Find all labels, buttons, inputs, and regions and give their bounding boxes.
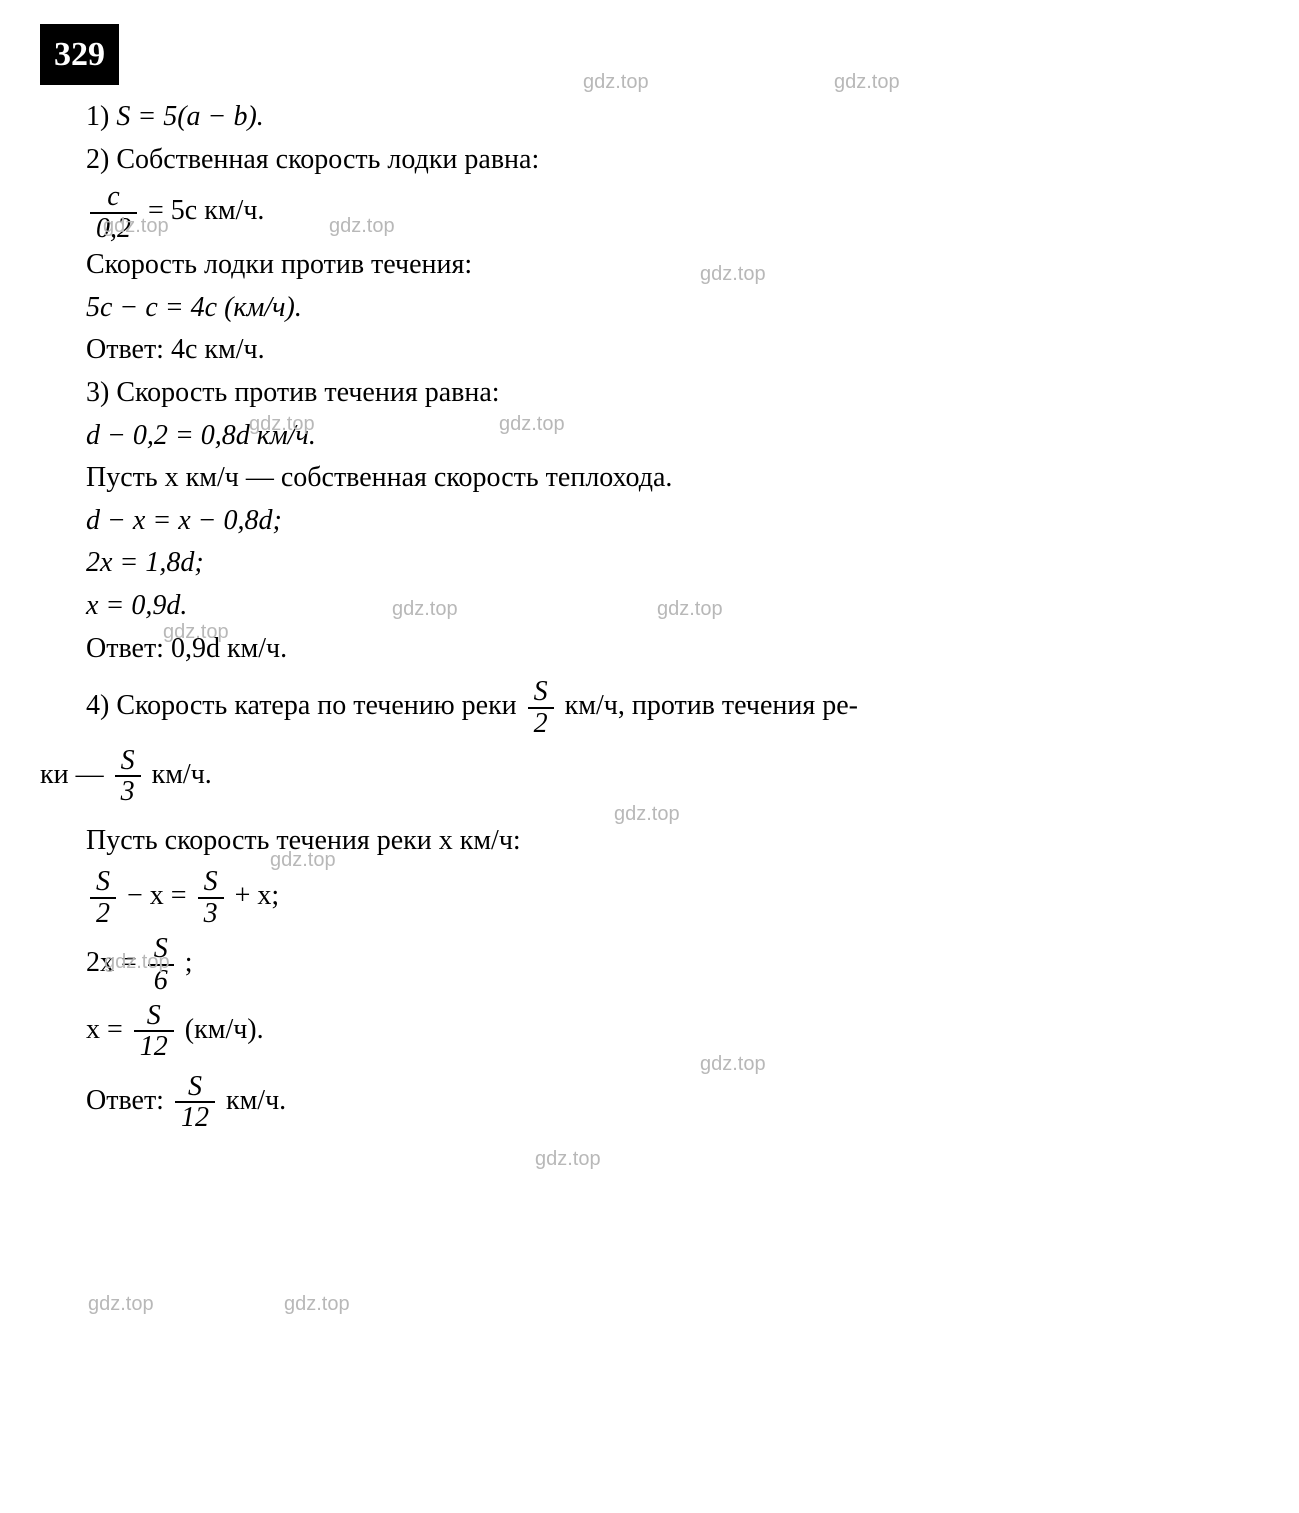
- fraction-numerator: S: [90, 867, 116, 896]
- fraction-numerator: S: [182, 1072, 208, 1101]
- solution-line: x = S 12 (км/ч).: [86, 1001, 1259, 1062]
- solution-line: d − x = x − 0,8d;: [86, 501, 1259, 542]
- fraction-denominator: 12: [175, 1101, 215, 1132]
- text-segment: 4) Скорость катера по течению реки: [86, 690, 524, 721]
- solution-line: 1) S = 5(a − b).: [86, 97, 1259, 138]
- solution-line: ки — S 3 км/ч.: [40, 746, 1259, 807]
- fraction-numerator: S: [115, 746, 141, 775]
- fraction-numerator: S: [141, 1001, 167, 1030]
- fraction-denominator: 6: [148, 964, 174, 995]
- fraction-denominator: 0,2: [90, 212, 137, 243]
- solution-line: Пусть x км/ч — собственная скорость тепл…: [86, 458, 1259, 499]
- fraction-numerator: S: [528, 677, 554, 706]
- solution-line: 2) Собственная скорость лодки равна:: [86, 140, 1259, 181]
- solution-line: 5c − c = 4c (км/ч).: [86, 288, 1259, 329]
- fraction: S 3: [198, 867, 224, 928]
- solution-line: d − 0,2 = 0,8d км/ч.: [86, 416, 1259, 457]
- problem-number-badge: 329: [40, 24, 119, 85]
- formula-text: = 5c км/ч.: [141, 195, 264, 226]
- fraction-denominator: 12: [134, 1030, 174, 1061]
- fraction-denominator: 3: [115, 775, 141, 806]
- fraction: S 6: [148, 934, 174, 995]
- formula-text: км/ч.: [219, 1085, 286, 1116]
- solution-line: Пусть скорость течения реки x км/ч:: [86, 821, 1259, 862]
- answer-line: Ответ: S 12 км/ч.: [86, 1072, 1259, 1133]
- formula-text: − x =: [120, 880, 194, 911]
- formula-text: ;: [178, 947, 193, 978]
- formula-text: + x;: [228, 880, 280, 911]
- solution-line: 4) Скорость катера по течению реки S 2 к…: [86, 677, 1259, 738]
- fraction-numerator: S: [198, 867, 224, 896]
- fraction: S 3: [115, 746, 141, 807]
- watermark: gdz.top: [88, 1290, 154, 1319]
- fraction-denominator: 3: [198, 897, 224, 928]
- watermark: gdz.top: [284, 1290, 350, 1319]
- solution-line: Скорость лодки против течения:: [86, 245, 1259, 286]
- solution-line: S 2 − x = S 3 + x;: [86, 867, 1259, 928]
- solution-line: x = 0,9d.: [86, 586, 1259, 627]
- fraction: S 12: [175, 1072, 215, 1133]
- formula-text: 2x =: [86, 947, 144, 978]
- solution-line: 3) Скорость против течения равна:: [86, 373, 1259, 414]
- answer-line: Ответ: 0,9d км/ч.: [86, 629, 1259, 670]
- answer-label: Ответ:: [86, 1085, 171, 1116]
- fraction: S 2: [528, 677, 554, 738]
- formula: S = 5(a − b).: [116, 101, 263, 132]
- solution-line: 2x = S 6 ;: [86, 934, 1259, 995]
- answer-line: Ответ: 4c км/ч.: [86, 330, 1259, 371]
- text-segment: км/ч, против течения ре-: [565, 690, 858, 721]
- fraction-numerator: S: [148, 934, 174, 963]
- text-segment: км/ч.: [152, 759, 212, 790]
- fraction: S 2: [90, 867, 116, 928]
- solution-line: c 0,2 = 5c км/ч.: [86, 182, 1259, 243]
- item-prefix: 1): [86, 101, 116, 132]
- formula-text: (км/ч).: [178, 1014, 264, 1045]
- formula-text: x =: [86, 1014, 130, 1045]
- watermark: gdz.top: [583, 68, 649, 97]
- fraction-denominator: 2: [528, 707, 554, 738]
- watermark: gdz.top: [535, 1145, 601, 1174]
- fraction: c 0,2: [90, 182, 137, 243]
- watermark: gdz.top: [834, 68, 900, 97]
- fraction-numerator: c: [101, 182, 125, 211]
- fraction: S 12: [134, 1001, 174, 1062]
- text-segment: ки —: [40, 759, 111, 790]
- fraction-denominator: 2: [90, 897, 116, 928]
- solution-line: 2x = 1,8d;: [86, 543, 1259, 584]
